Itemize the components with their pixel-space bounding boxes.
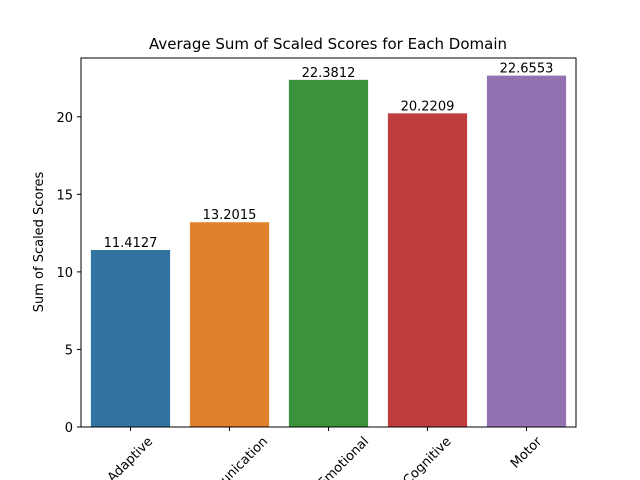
data-label: 22.3812 xyxy=(302,66,356,81)
bar xyxy=(189,222,270,427)
x-tick-label: Cognitive xyxy=(400,434,454,480)
y-tick-label: 10 xyxy=(56,266,73,281)
x-tick-label: Communication xyxy=(188,434,271,480)
data-label: 11.4127 xyxy=(104,236,158,251)
data-label: 22.6553 xyxy=(500,62,554,77)
x-tick-label: Motor xyxy=(508,434,546,472)
bar xyxy=(90,249,171,427)
y-tick-label: 0 xyxy=(65,421,73,436)
x-tick-label: Adaptive xyxy=(105,434,156,480)
axes-frame xyxy=(80,57,577,428)
y-tick-label: 15 xyxy=(56,188,73,203)
data-label: 13.2015 xyxy=(203,208,257,223)
x-tick-label: Social-Emotional xyxy=(285,434,372,480)
chart-title: Average Sum of Scaled Scores for Each Do… xyxy=(149,35,507,53)
bar xyxy=(486,75,567,428)
data-label: 20.2209 xyxy=(401,99,455,114)
y-tick-label: 20 xyxy=(56,111,73,126)
y-tick-label: 5 xyxy=(65,343,73,358)
bar xyxy=(387,113,468,427)
bar xyxy=(288,79,369,427)
y-axis-label: Sum of Scaled Scores xyxy=(32,172,47,313)
